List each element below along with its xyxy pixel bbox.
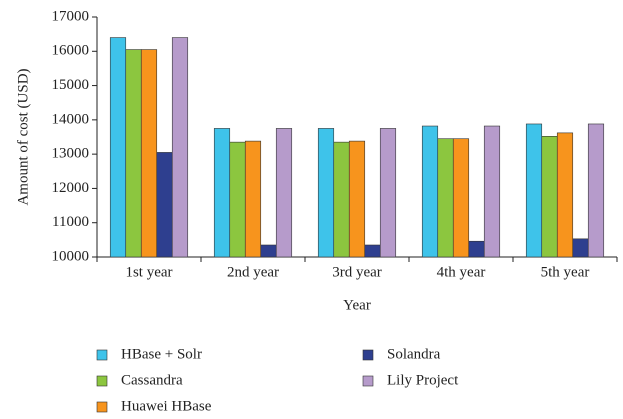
bar (437, 138, 454, 258)
bar (333, 141, 350, 258)
legend-swatch (96, 401, 108, 413)
y-tick-label: 12000 (52, 180, 90, 196)
y-tick-label: 17000 (52, 8, 90, 24)
legend-swatch (362, 375, 374, 387)
x-tick-label: 4th year (437, 264, 486, 280)
bar (171, 37, 189, 258)
legend-label: HBase + Solr (121, 346, 202, 362)
y-tick-label: 15000 (52, 77, 90, 93)
bar (379, 128, 397, 258)
bar (229, 141, 246, 258)
bar (244, 140, 262, 258)
y-tick-label: 16000 (52, 43, 90, 59)
legend-swatch (96, 375, 108, 387)
bar (213, 128, 231, 258)
bar (468, 240, 485, 258)
bar (452, 138, 470, 258)
y-tick-label: 14000 (52, 111, 90, 127)
legend-swatch (96, 349, 108, 361)
bar (525, 123, 543, 258)
legend-label: Huawei HBase (121, 398, 212, 414)
y-tick-label: 11000 (52, 214, 89, 230)
bar (364, 244, 381, 258)
legend-label: Cassandra (121, 372, 183, 388)
bar (317, 128, 335, 258)
bar (572, 238, 589, 258)
legend-label: Lily Project (387, 372, 459, 388)
bar (348, 140, 366, 258)
x-tick-label: 5th year (541, 264, 590, 280)
bar (140, 49, 158, 258)
y-tick-label: 13000 (52, 146, 90, 162)
bar (421, 125, 439, 258)
bar (260, 244, 277, 258)
bar (275, 128, 293, 258)
x-axis-label: Year (343, 297, 371, 313)
bar (483, 125, 501, 258)
bar (156, 152, 173, 258)
x-tick-label: 3rd year (332, 264, 382, 280)
bar (109, 37, 127, 258)
bar (541, 136, 558, 258)
x-tick-label: 1st year (125, 264, 172, 280)
legend-label: Solandra (387, 346, 441, 362)
y-tick-label: 10000 (52, 248, 90, 264)
bar (587, 123, 605, 258)
bar (556, 132, 574, 258)
y-axis-label: Amount of cost (USD) (15, 68, 31, 205)
bar (125, 49, 142, 258)
x-tick-label: 2nd year (227, 264, 279, 280)
legend-swatch (362, 349, 374, 361)
